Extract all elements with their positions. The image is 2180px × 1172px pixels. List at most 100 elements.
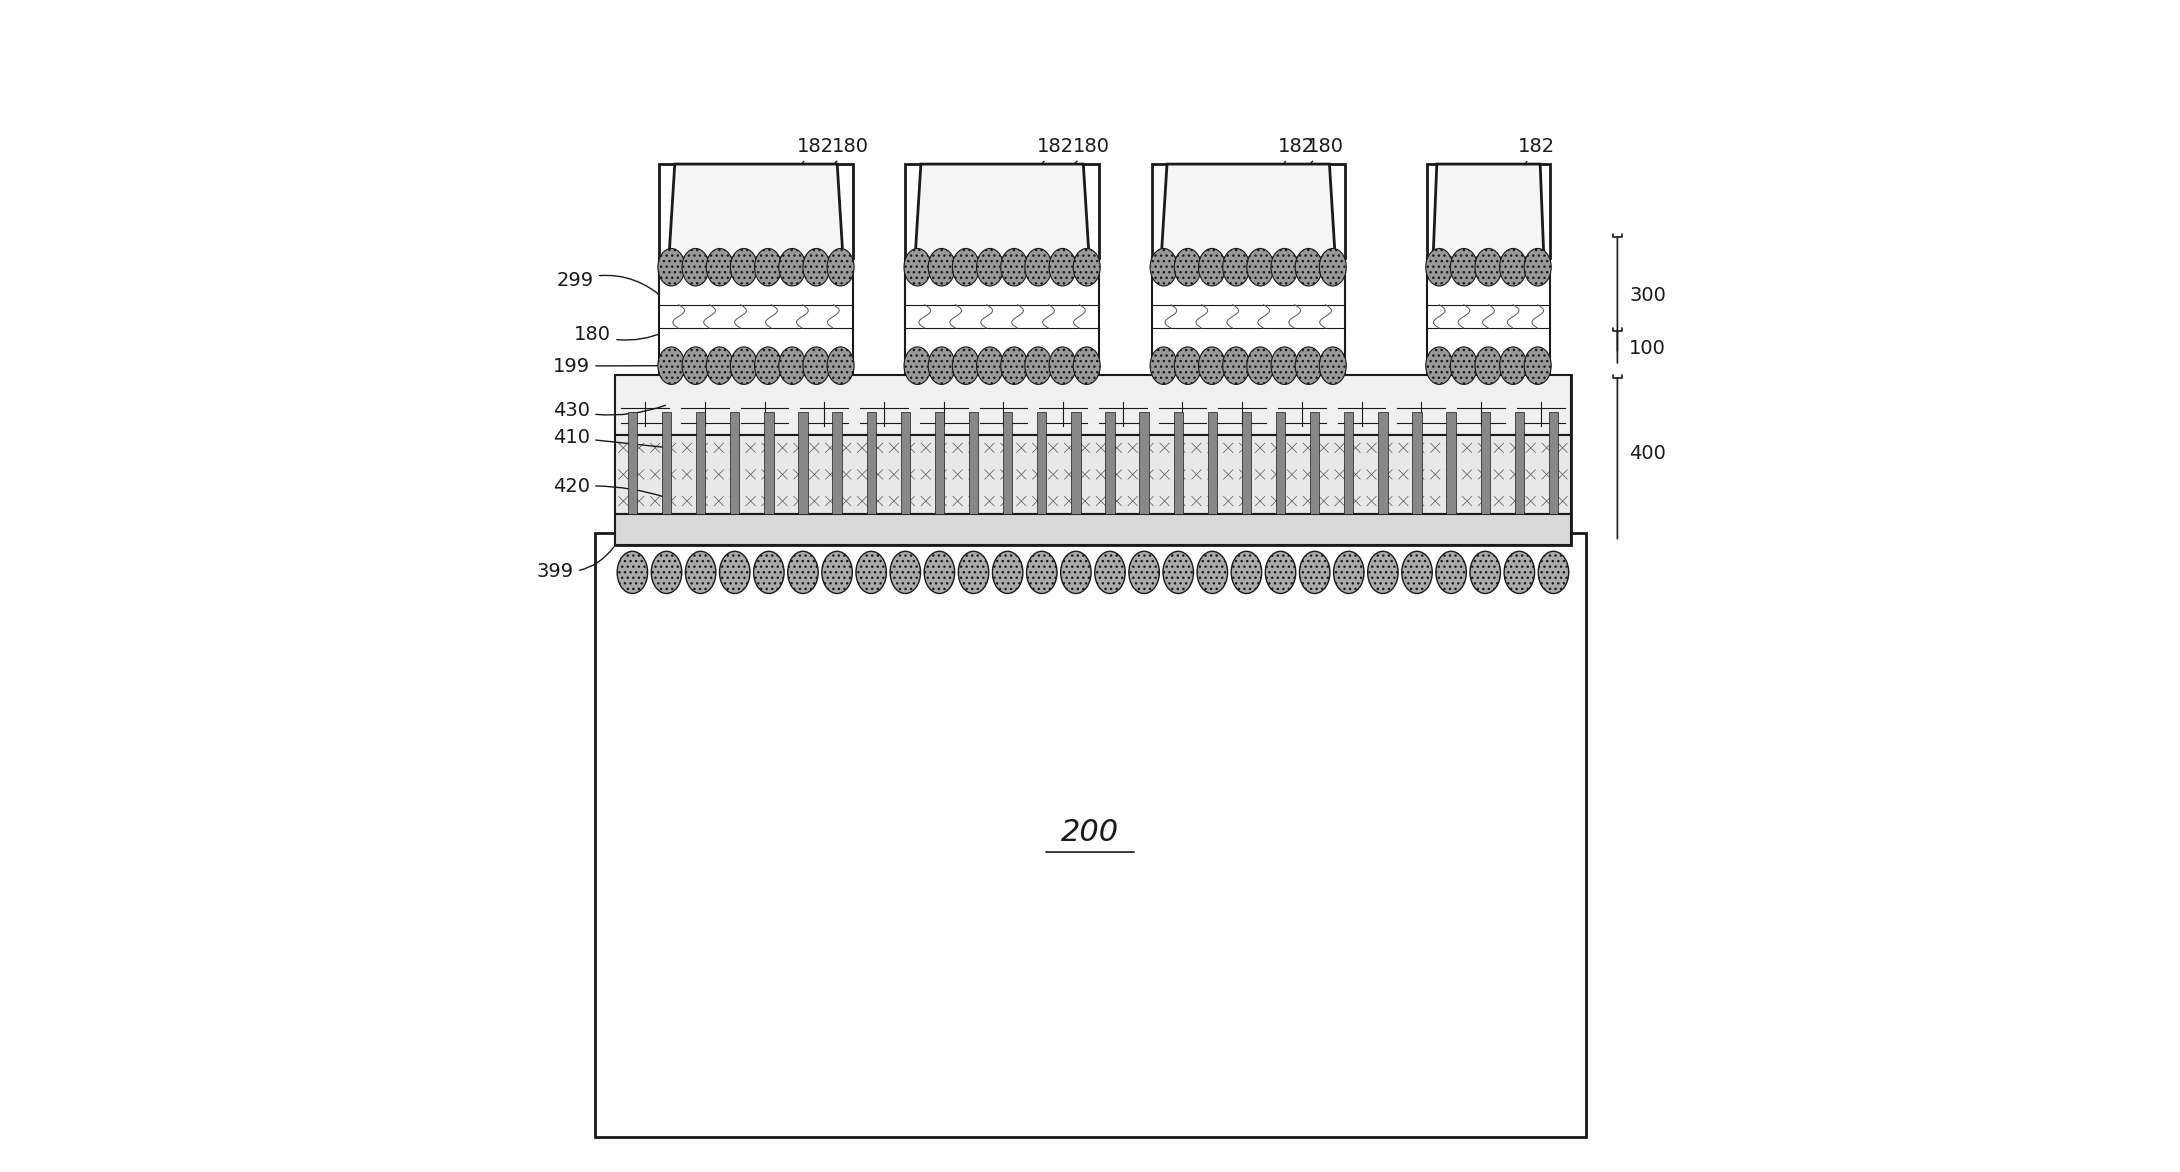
Ellipse shape xyxy=(1025,248,1051,286)
Polygon shape xyxy=(1432,164,1543,258)
Ellipse shape xyxy=(1450,248,1478,286)
Bar xyxy=(615,375,1570,435)
Ellipse shape xyxy=(706,347,732,384)
Ellipse shape xyxy=(1295,347,1321,384)
Text: 180: 180 xyxy=(573,325,665,343)
Bar xyxy=(730,413,739,515)
Ellipse shape xyxy=(1232,551,1262,593)
Polygon shape xyxy=(1162,164,1334,258)
Ellipse shape xyxy=(730,347,756,384)
Ellipse shape xyxy=(929,248,955,286)
Bar xyxy=(1003,413,1012,515)
Ellipse shape xyxy=(1175,347,1201,384)
Ellipse shape xyxy=(754,551,785,593)
Ellipse shape xyxy=(1062,551,1092,593)
Ellipse shape xyxy=(1319,347,1347,384)
Ellipse shape xyxy=(706,248,732,286)
Bar xyxy=(833,413,841,515)
Ellipse shape xyxy=(658,347,685,384)
Ellipse shape xyxy=(1524,248,1552,286)
Bar xyxy=(1038,413,1046,515)
Ellipse shape xyxy=(977,347,1003,384)
Bar xyxy=(935,413,944,515)
Ellipse shape xyxy=(953,248,979,286)
Ellipse shape xyxy=(802,248,831,286)
Ellipse shape xyxy=(1319,248,1347,286)
Text: 182: 182 xyxy=(759,137,835,218)
Text: 420: 420 xyxy=(554,477,665,497)
Bar xyxy=(1310,413,1319,515)
Ellipse shape xyxy=(1151,347,1177,384)
Ellipse shape xyxy=(1197,551,1227,593)
Ellipse shape xyxy=(959,551,990,593)
Ellipse shape xyxy=(1199,248,1225,286)
Bar xyxy=(1515,413,1524,515)
Text: 182: 182 xyxy=(1245,137,1315,218)
Ellipse shape xyxy=(977,248,1003,286)
Ellipse shape xyxy=(1524,347,1552,384)
Bar xyxy=(798,413,807,515)
Ellipse shape xyxy=(1247,248,1273,286)
Ellipse shape xyxy=(1001,248,1027,286)
Ellipse shape xyxy=(1426,347,1452,384)
Ellipse shape xyxy=(1025,347,1051,384)
Ellipse shape xyxy=(1500,248,1526,286)
Ellipse shape xyxy=(1175,248,1201,286)
Ellipse shape xyxy=(1151,248,1177,286)
Text: 299: 299 xyxy=(556,271,667,300)
Ellipse shape xyxy=(652,551,682,593)
Ellipse shape xyxy=(857,551,887,593)
Ellipse shape xyxy=(1402,551,1432,593)
Bar xyxy=(905,258,1099,375)
Ellipse shape xyxy=(1129,551,1160,593)
Ellipse shape xyxy=(889,551,920,593)
Bar xyxy=(765,413,774,515)
Bar xyxy=(695,413,706,515)
Ellipse shape xyxy=(1264,551,1295,593)
Ellipse shape xyxy=(1049,248,1077,286)
Ellipse shape xyxy=(1073,347,1101,384)
Ellipse shape xyxy=(924,551,955,593)
Bar xyxy=(1378,413,1389,515)
Ellipse shape xyxy=(1223,347,1249,384)
Ellipse shape xyxy=(778,248,807,286)
Ellipse shape xyxy=(658,248,685,286)
Ellipse shape xyxy=(754,347,783,384)
Ellipse shape xyxy=(1223,248,1249,286)
Text: 410: 410 xyxy=(554,428,665,448)
Ellipse shape xyxy=(1295,248,1321,286)
Ellipse shape xyxy=(802,347,831,384)
Ellipse shape xyxy=(1001,347,1027,384)
Text: 430: 430 xyxy=(554,401,665,420)
Ellipse shape xyxy=(1469,551,1500,593)
Ellipse shape xyxy=(1299,551,1330,593)
Ellipse shape xyxy=(787,551,818,593)
Bar xyxy=(595,533,1585,1137)
Bar xyxy=(1140,413,1149,515)
Ellipse shape xyxy=(682,347,708,384)
Bar xyxy=(1275,413,1286,515)
Bar xyxy=(1208,413,1216,515)
Ellipse shape xyxy=(754,248,783,286)
Bar xyxy=(1105,413,1114,515)
Bar xyxy=(1548,413,1559,515)
Ellipse shape xyxy=(826,347,855,384)
Bar xyxy=(658,258,852,375)
Text: 182: 182 xyxy=(998,137,1075,218)
Ellipse shape xyxy=(730,248,756,286)
Ellipse shape xyxy=(1426,248,1452,286)
Text: 180: 180 xyxy=(1262,137,1343,218)
Ellipse shape xyxy=(1271,248,1297,286)
Ellipse shape xyxy=(778,347,807,384)
Bar xyxy=(615,375,1570,545)
Text: 180: 180 xyxy=(780,137,870,218)
Ellipse shape xyxy=(1334,551,1365,593)
Ellipse shape xyxy=(1500,347,1526,384)
Bar xyxy=(1243,413,1251,515)
Ellipse shape xyxy=(719,551,750,593)
Ellipse shape xyxy=(822,551,852,593)
Text: 180: 180 xyxy=(1022,137,1110,218)
Text: 399: 399 xyxy=(536,547,615,580)
Bar xyxy=(615,515,1570,545)
Ellipse shape xyxy=(826,248,855,286)
